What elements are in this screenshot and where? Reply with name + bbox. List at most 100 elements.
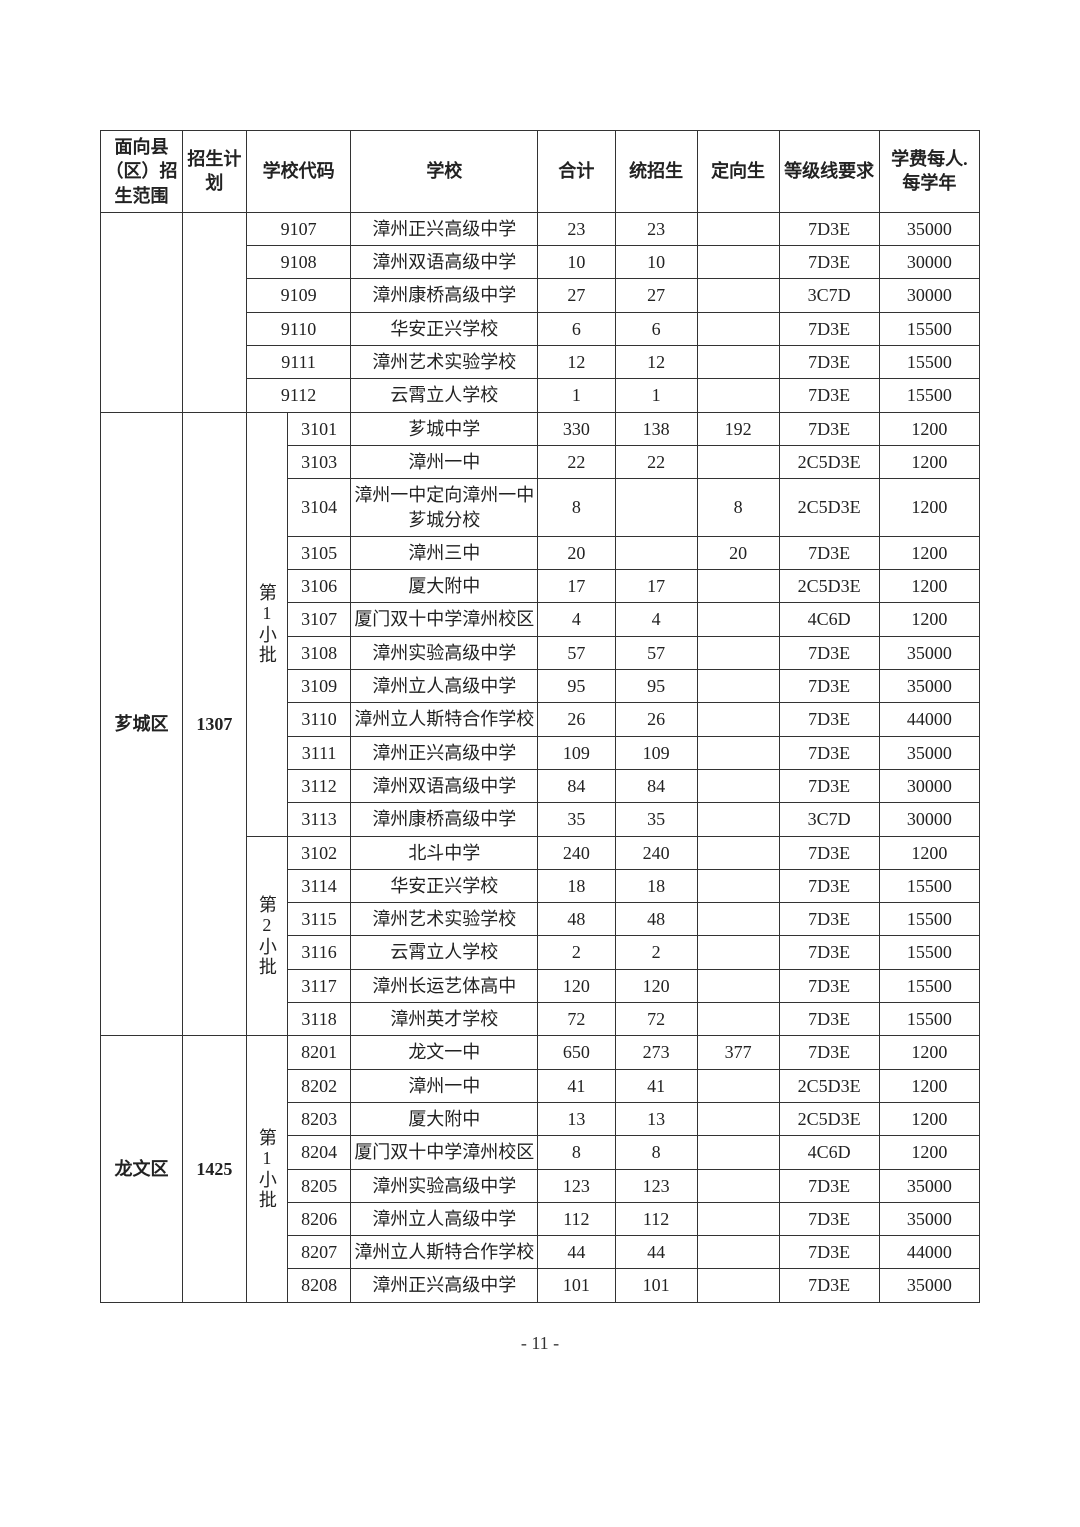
col-school: 学校 <box>351 131 538 213</box>
cell-fee: 15500 <box>879 936 979 969</box>
cell-school: 芗城中学 <box>351 412 538 445</box>
cell-school: 漳州三中 <box>351 536 538 569</box>
cell-total: 57 <box>538 636 615 669</box>
cell-general: 8 <box>615 1136 697 1169</box>
cell-grade: 7D3E <box>779 412 879 445</box>
cell-fee: 15500 <box>879 903 979 936</box>
cell-general: 57 <box>615 636 697 669</box>
cell-fee: 44000 <box>879 703 979 736</box>
cell-targeted: 192 <box>697 412 779 445</box>
cell-targeted <box>697 1102 779 1135</box>
col-grade: 等级线要求 <box>779 131 879 213</box>
cell-fee: 15500 <box>879 312 979 345</box>
cell-code: 9107 <box>246 212 351 245</box>
cell-code: 3105 <box>287 536 351 569</box>
cell-grade: 2C5D3E <box>779 445 879 478</box>
cell-school: 漳州康桥高级中学 <box>351 803 538 836</box>
cell-school: 漳州立人斯特合作学校 <box>351 1236 538 1269</box>
cell-general: 2 <box>615 936 697 969</box>
cell-code: 3113 <box>287 803 351 836</box>
cell-general: 95 <box>615 670 697 703</box>
cell-general: 240 <box>615 836 697 869</box>
cell-targeted <box>697 279 779 312</box>
col-range: 面向县（区）招生范围 <box>101 131 183 213</box>
cell-total: 95 <box>538 670 615 703</box>
cell-total: 84 <box>538 769 615 802</box>
cell-fee: 1200 <box>879 836 979 869</box>
cell-targeted <box>697 1236 779 1269</box>
cell-fee: 30000 <box>879 246 979 279</box>
cell-total: 20 <box>538 536 615 569</box>
cell-grade: 7D3E <box>779 969 879 1002</box>
cell-total: 10 <box>538 246 615 279</box>
cell-code: 3104 <box>287 479 351 537</box>
cell-targeted <box>697 703 779 736</box>
cell-grade: 2C5D3E <box>779 570 879 603</box>
cell-grade: 4C6D <box>779 1136 879 1169</box>
cell-fee: 35000 <box>879 636 979 669</box>
cell-range: 芗城区 <box>101 412 183 1036</box>
cell-grade: 7D3E <box>779 869 879 902</box>
cell-targeted <box>697 445 779 478</box>
cell-grade: 7D3E <box>779 670 879 703</box>
cell-school: 漳州立人斯特合作学校 <box>351 703 538 736</box>
cell-grade: 7D3E <box>779 703 879 736</box>
cell-code: 8208 <box>287 1269 351 1302</box>
cell-total: 18 <box>538 869 615 902</box>
cell-total: 8 <box>538 479 615 537</box>
cell-targeted <box>697 379 779 412</box>
cell-school: 漳州正兴高级中学 <box>351 736 538 769</box>
cell-fee: 15500 <box>879 379 979 412</box>
cell-code: 3106 <box>287 570 351 603</box>
cell-grade: 7D3E <box>779 536 879 569</box>
cell-code: 3107 <box>287 603 351 636</box>
cell-plan <box>182 212 246 412</box>
cell-code: 3117 <box>287 969 351 1002</box>
cell-school: 厦大附中 <box>351 1102 538 1135</box>
cell-general: 41 <box>615 1069 697 1102</box>
cell-total: 123 <box>538 1169 615 1202</box>
cell-school: 厦门双十中学漳州校区 <box>351 1136 538 1169</box>
cell-total: 35 <box>538 803 615 836</box>
enrollment-table: 面向县（区）招生范围 招生计划 学校代码 学校 合计 统招生 定向生 等级线要求… <box>100 130 980 1303</box>
cell-school: 华安正兴学校 <box>351 869 538 902</box>
cell-general: 1 <box>615 379 697 412</box>
cell-school: 漳州一中 <box>351 1069 538 1102</box>
cell-targeted <box>697 1003 779 1036</box>
cell-targeted <box>697 936 779 969</box>
cell-targeted <box>697 1169 779 1202</box>
cell-total: 2 <box>538 936 615 969</box>
cell-fee: 1200 <box>879 479 979 537</box>
cell-code: 8202 <box>287 1069 351 1102</box>
cell-grade: 7D3E <box>779 636 879 669</box>
cell-school: 漳州一中定向漳州一中芗城分校 <box>351 479 538 537</box>
cell-fee: 15500 <box>879 869 979 902</box>
cell-grade: 7D3E <box>779 1202 879 1235</box>
cell-code: 8206 <box>287 1202 351 1235</box>
cell-targeted <box>697 346 779 379</box>
cell-grade: 7D3E <box>779 769 879 802</box>
cell-school: 漳州英才学校 <box>351 1003 538 1036</box>
cell-code: 3101 <box>287 412 351 445</box>
cell-batch: 第1小批 <box>246 412 287 836</box>
cell-code: 3114 <box>287 869 351 902</box>
cell-fee: 1200 <box>879 570 979 603</box>
cell-total: 22 <box>538 445 615 478</box>
cell-fee: 30000 <box>879 769 979 802</box>
cell-grade: 2C5D3E <box>779 1069 879 1102</box>
cell-fee: 35000 <box>879 670 979 703</box>
cell-school: 漳州实验高级中学 <box>351 1169 538 1202</box>
cell-total: 112 <box>538 1202 615 1235</box>
cell-school: 厦门双十中学漳州校区 <box>351 603 538 636</box>
cell-general: 13 <box>615 1102 697 1135</box>
cell-batch: 第2小批 <box>246 836 287 1036</box>
cell-total: 23 <box>538 212 615 245</box>
cell-general: 123 <box>615 1169 697 1202</box>
cell-code: 3108 <box>287 636 351 669</box>
cell-fee: 30000 <box>879 803 979 836</box>
cell-code: 3109 <box>287 670 351 703</box>
cell-targeted <box>697 212 779 245</box>
cell-general <box>615 479 697 537</box>
cell-code: 3110 <box>287 703 351 736</box>
cell-general: 10 <box>615 246 697 279</box>
